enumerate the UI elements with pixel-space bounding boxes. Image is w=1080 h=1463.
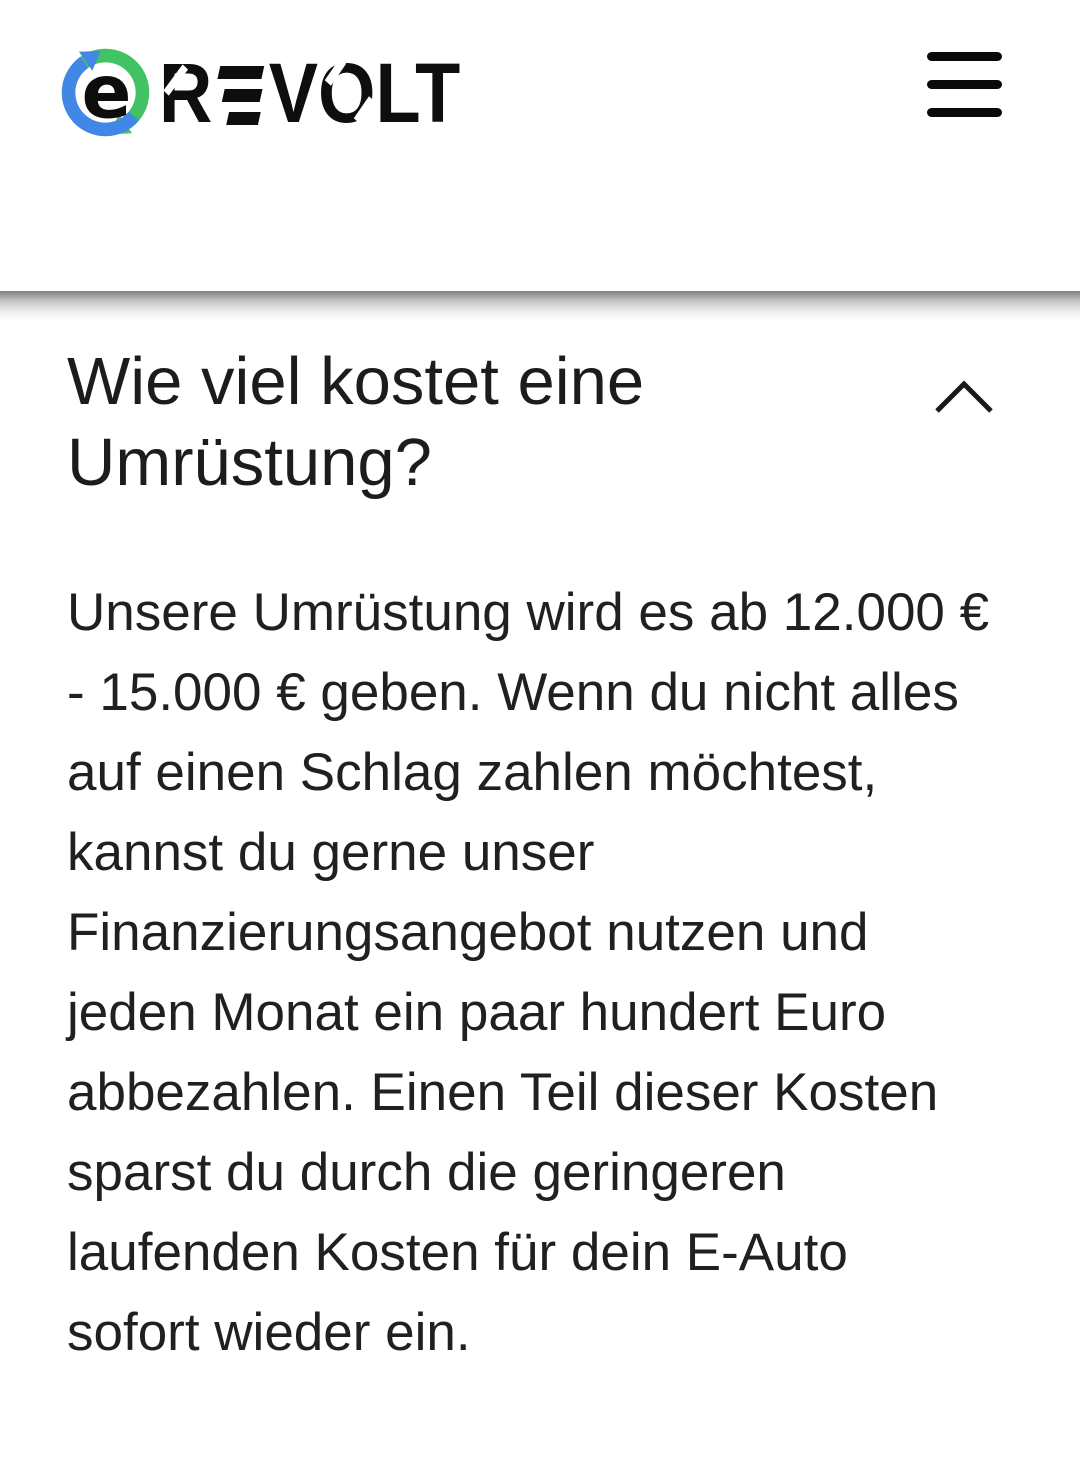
faq-question-row[interactable]: Wie viel kostet eine Umrüstung?	[67, 341, 995, 503]
header-shadow-divider	[0, 291, 1080, 321]
blue-arc	[61, 56, 139, 137]
brand-e-letter: e	[81, 51, 131, 136]
blue-arrowhead	[78, 50, 101, 71]
wordmark-stencil-e	[217, 66, 264, 125]
faq-item: Wie viel kostet eine Umrüstung? Unsere U…	[67, 341, 995, 1373]
brand-circle-arrows-icon: e	[61, 48, 150, 137]
wordmark-letters-volt: VOLT	[268, 45, 461, 140]
menu-button[interactable]	[927, 52, 1002, 117]
hamburger-icon	[927, 52, 1002, 117]
header: e R VOLT	[0, 0, 1080, 291]
faq-section: Wie viel kostet eine Umrüstung? Unsere U…	[0, 321, 1080, 1373]
faq-answer: Unsere Umrüstung wird es ab 12.000 € - 1…	[67, 583, 990, 1362]
brand-wordmark: R VOLT	[159, 45, 460, 141]
faq-question: Wie viel kostet eine Umrüstung?	[67, 344, 645, 500]
chevron-up-icon[interactable]	[933, 377, 995, 417]
brand-logo[interactable]: e R VOLT	[57, 44, 501, 141]
